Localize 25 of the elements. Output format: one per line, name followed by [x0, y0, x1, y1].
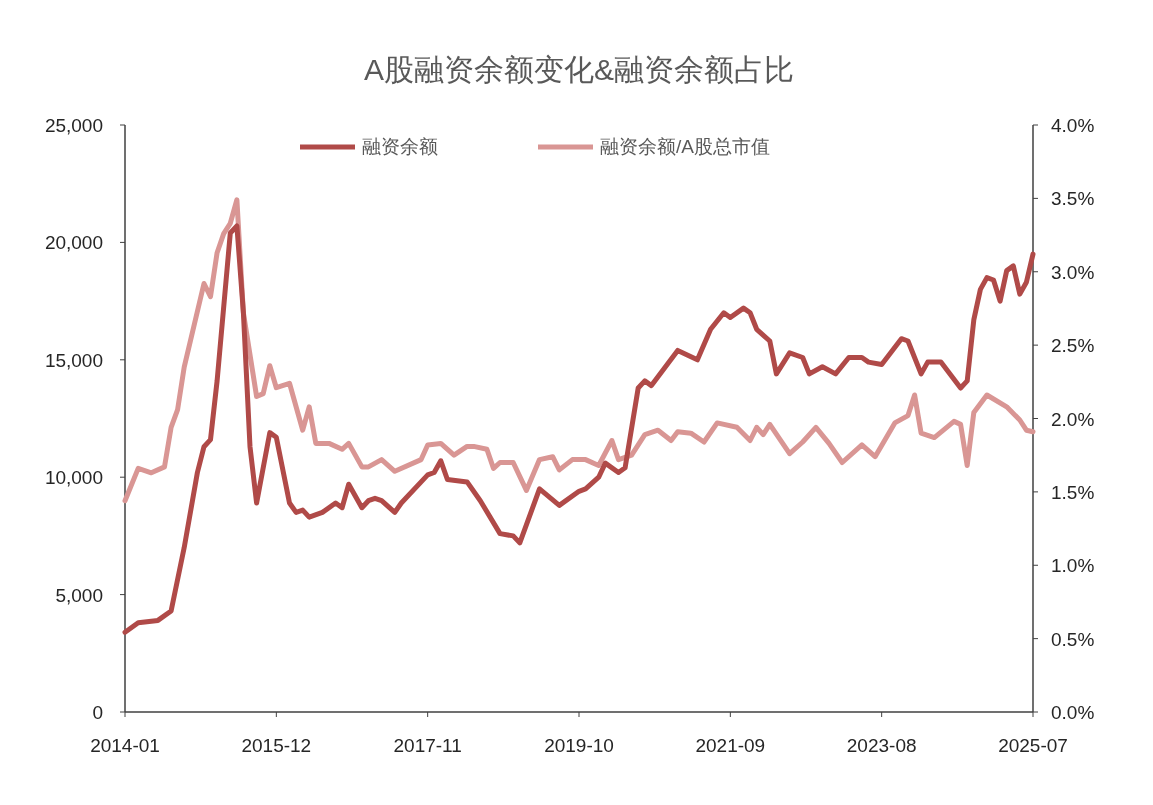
x-tick-label: 2023-08	[846, 735, 917, 756]
y2-tick-label: 3.5%	[1051, 188, 1095, 210]
x-tick-label: 2025-07	[998, 735, 1068, 756]
y-tick-label: 5,000	[55, 584, 103, 606]
y2-tick-label: 0.5%	[1051, 628, 1095, 650]
x-tick-label: 2021-09	[695, 735, 766, 756]
y-tick-label: 0	[92, 702, 103, 723]
y2-tick-label: 3.0%	[1051, 261, 1095, 283]
x-tick-label: 2019-10	[544, 735, 614, 756]
y2-tick-label: 1.0%	[1051, 555, 1095, 577]
x-tick-label: 2014-01	[90, 735, 160, 756]
y2-tick-label: 2.0%	[1051, 408, 1095, 430]
y2-tick-label: 4.0%	[1051, 115, 1095, 136]
y2-tick-label: 0.0%	[1051, 702, 1095, 723]
y-tick-label: 25,000	[44, 115, 103, 136]
y-tick-label: 10,000	[44, 467, 103, 489]
chart-title: A股融资余额变化&融资余额占比	[363, 53, 795, 86]
legend-label: 融资余额/A股总市值	[600, 136, 770, 157]
legend-label: 融资余额	[362, 136, 438, 157]
y2-tick-label: 1.5%	[1051, 481, 1095, 503]
y-tick-label: 15,000	[44, 349, 103, 371]
y2-tick-label: 2.5%	[1051, 335, 1095, 357]
x-tick-label: 2015-12	[241, 735, 312, 756]
y-tick-label: 20,000	[44, 232, 103, 254]
x-tick-label: 2017-11	[393, 735, 462, 756]
